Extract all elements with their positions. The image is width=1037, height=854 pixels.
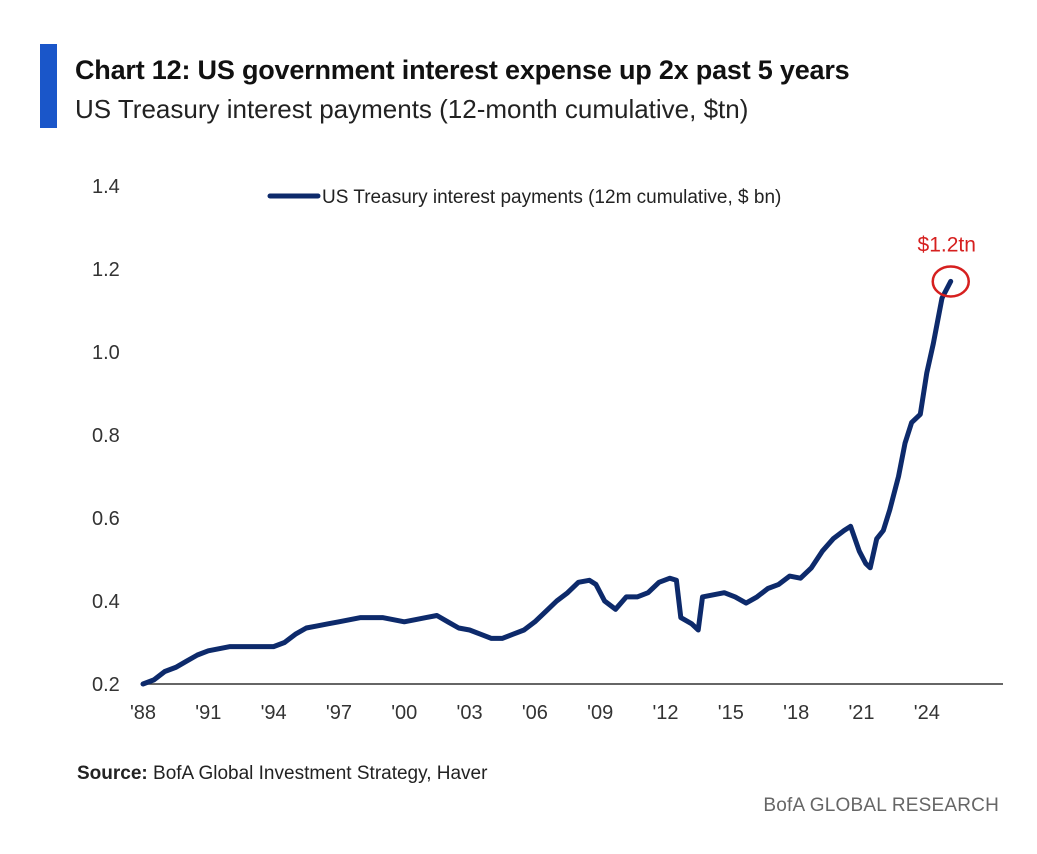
y-tick-label: 0.6 <box>92 508 120 530</box>
series-line <box>140 278 954 687</box>
x-tick-label: '91 <box>195 702 221 724</box>
y-tick-label: 1.2 <box>92 259 120 281</box>
y-tick-label: 1.4 <box>92 176 120 198</box>
source-note: Source: BofA Global Investment Strategy,… <box>77 763 487 785</box>
y-tick-label: 0.8 <box>92 425 120 447</box>
source-text: BofA Global Investment Strategy, Haver <box>147 763 488 784</box>
y-axis-tick-labels: 0.2 0.4 0.6 0.8 1.0 1.2 1.4 <box>92 176 120 696</box>
x-tick-label: '09 <box>587 702 613 724</box>
brand-footer: BofA GLOBAL RESEARCH <box>763 795 999 816</box>
annotation-label: $1.2tn <box>918 233 976 256</box>
x-tick-label: '12 <box>652 702 678 724</box>
x-tick-label: '88 <box>130 702 156 724</box>
y-tick-label: 1.0 <box>92 342 120 364</box>
x-tick-label: '15 <box>718 702 744 724</box>
legend-label: US Treasury interest payments (12m cumul… <box>322 187 781 208</box>
x-tick-label: '21 <box>848 702 874 724</box>
x-tick-label: '03 <box>457 702 483 724</box>
x-axis-tick-labels: '88 '91 '94 '97 '00 '03 '06 '09 '12 '15 '18 '21 '24 <box>130 702 940 724</box>
legend: US Treasury interest payments (12m cumul… <box>267 187 781 208</box>
x-tick-label: '94 <box>261 702 287 724</box>
chart-subtitle: US Treasury interest payments (12-month … <box>75 94 749 124</box>
accent-bar <box>40 44 57 128</box>
x-tick-label: '18 <box>783 702 809 724</box>
x-tick-label: '97 <box>326 702 352 724</box>
x-tick-label: '00 <box>391 702 417 724</box>
x-tick-label: '24 <box>914 702 940 724</box>
y-tick-label: 0.2 <box>92 674 120 696</box>
source-label: Source: <box>77 763 148 784</box>
y-tick-label: 0.4 <box>92 591 120 613</box>
chart-title: Chart 12: US government interest expense… <box>75 55 850 85</box>
x-tick-label: '06 <box>522 702 548 724</box>
annotation-circle <box>931 265 970 298</box>
